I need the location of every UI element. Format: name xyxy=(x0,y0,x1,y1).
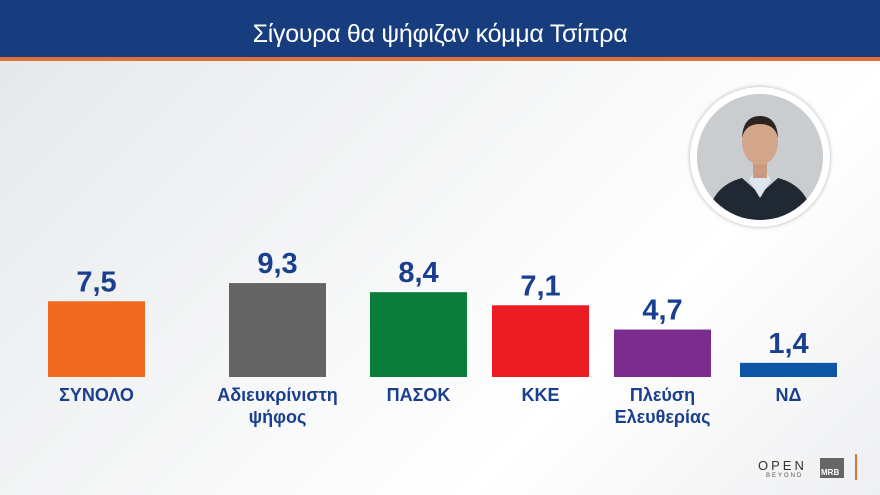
category-label: ΠΑΣΟΚ xyxy=(387,385,451,405)
category-label: Πλεύση xyxy=(630,385,695,405)
bar xyxy=(614,329,711,377)
mrb-logo: MRB xyxy=(820,458,844,478)
bar xyxy=(229,283,326,377)
data-label: 7,5 xyxy=(76,266,116,298)
bar xyxy=(492,305,589,377)
category-label: Ελευθερίας xyxy=(615,407,711,427)
category-label: Αδιευκρίνιστη xyxy=(217,385,337,405)
category-label: ΝΔ xyxy=(776,385,802,405)
bar xyxy=(740,362,837,377)
bar xyxy=(370,292,467,377)
data-label: 1,4 xyxy=(768,328,808,360)
data-label: 7,1 xyxy=(520,270,560,302)
category-label: ΣΥΝΟΛΟ xyxy=(59,385,134,405)
open-logo: OPEN xyxy=(758,458,807,473)
category-label: ΚΚΕ xyxy=(521,385,559,405)
header-stripe xyxy=(0,57,880,61)
politician-photo xyxy=(690,87,830,227)
data-label: 4,7 xyxy=(642,295,682,327)
logo-divider xyxy=(855,454,857,480)
data-label: 9,3 xyxy=(257,248,297,280)
category-label: ψήφος xyxy=(249,407,307,427)
bar xyxy=(48,301,145,377)
header-banner: Σίγουρα θα ψήφιζαν κόμμα Τσίπρα xyxy=(0,0,880,57)
chart-title: Σίγουρα θα ψήφιζαν κόμμα Τσίπρα xyxy=(252,20,628,48)
data-label: 8,4 xyxy=(398,257,438,289)
open-logo-subtitle: BEYOND xyxy=(766,473,804,479)
